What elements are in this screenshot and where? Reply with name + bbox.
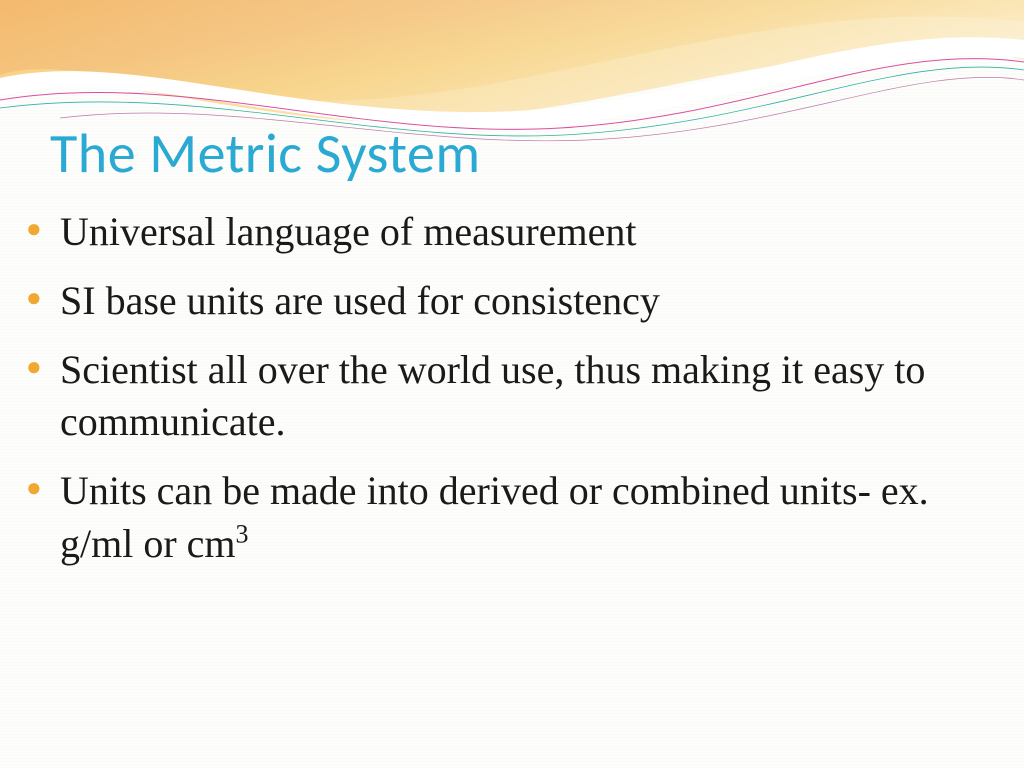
slide-title: The Metric System [50,120,1004,188]
slide-content: The Metric System Universal language of … [20,120,1004,587]
bullet-text: SI base units are used for consistency [60,278,660,323]
bullet-item: Scientist all over the world use, thus m… [26,344,1004,450]
bullet-text: Units can be made into derived or combin… [60,468,929,566]
bullet-item: SI base units are used for consistency [26,275,1004,328]
bullet-item: Units can be made into derived or combin… [26,465,1004,571]
bullet-item: Universal language of measurement [26,206,1004,259]
bullet-text: Scientist all over the world use, thus m… [60,347,925,445]
bullet-text: Universal language of measurement [60,209,636,254]
bullet-superscript: 3 [236,520,249,549]
bullet-list: Universal language of measurement SI base… [20,206,1004,571]
